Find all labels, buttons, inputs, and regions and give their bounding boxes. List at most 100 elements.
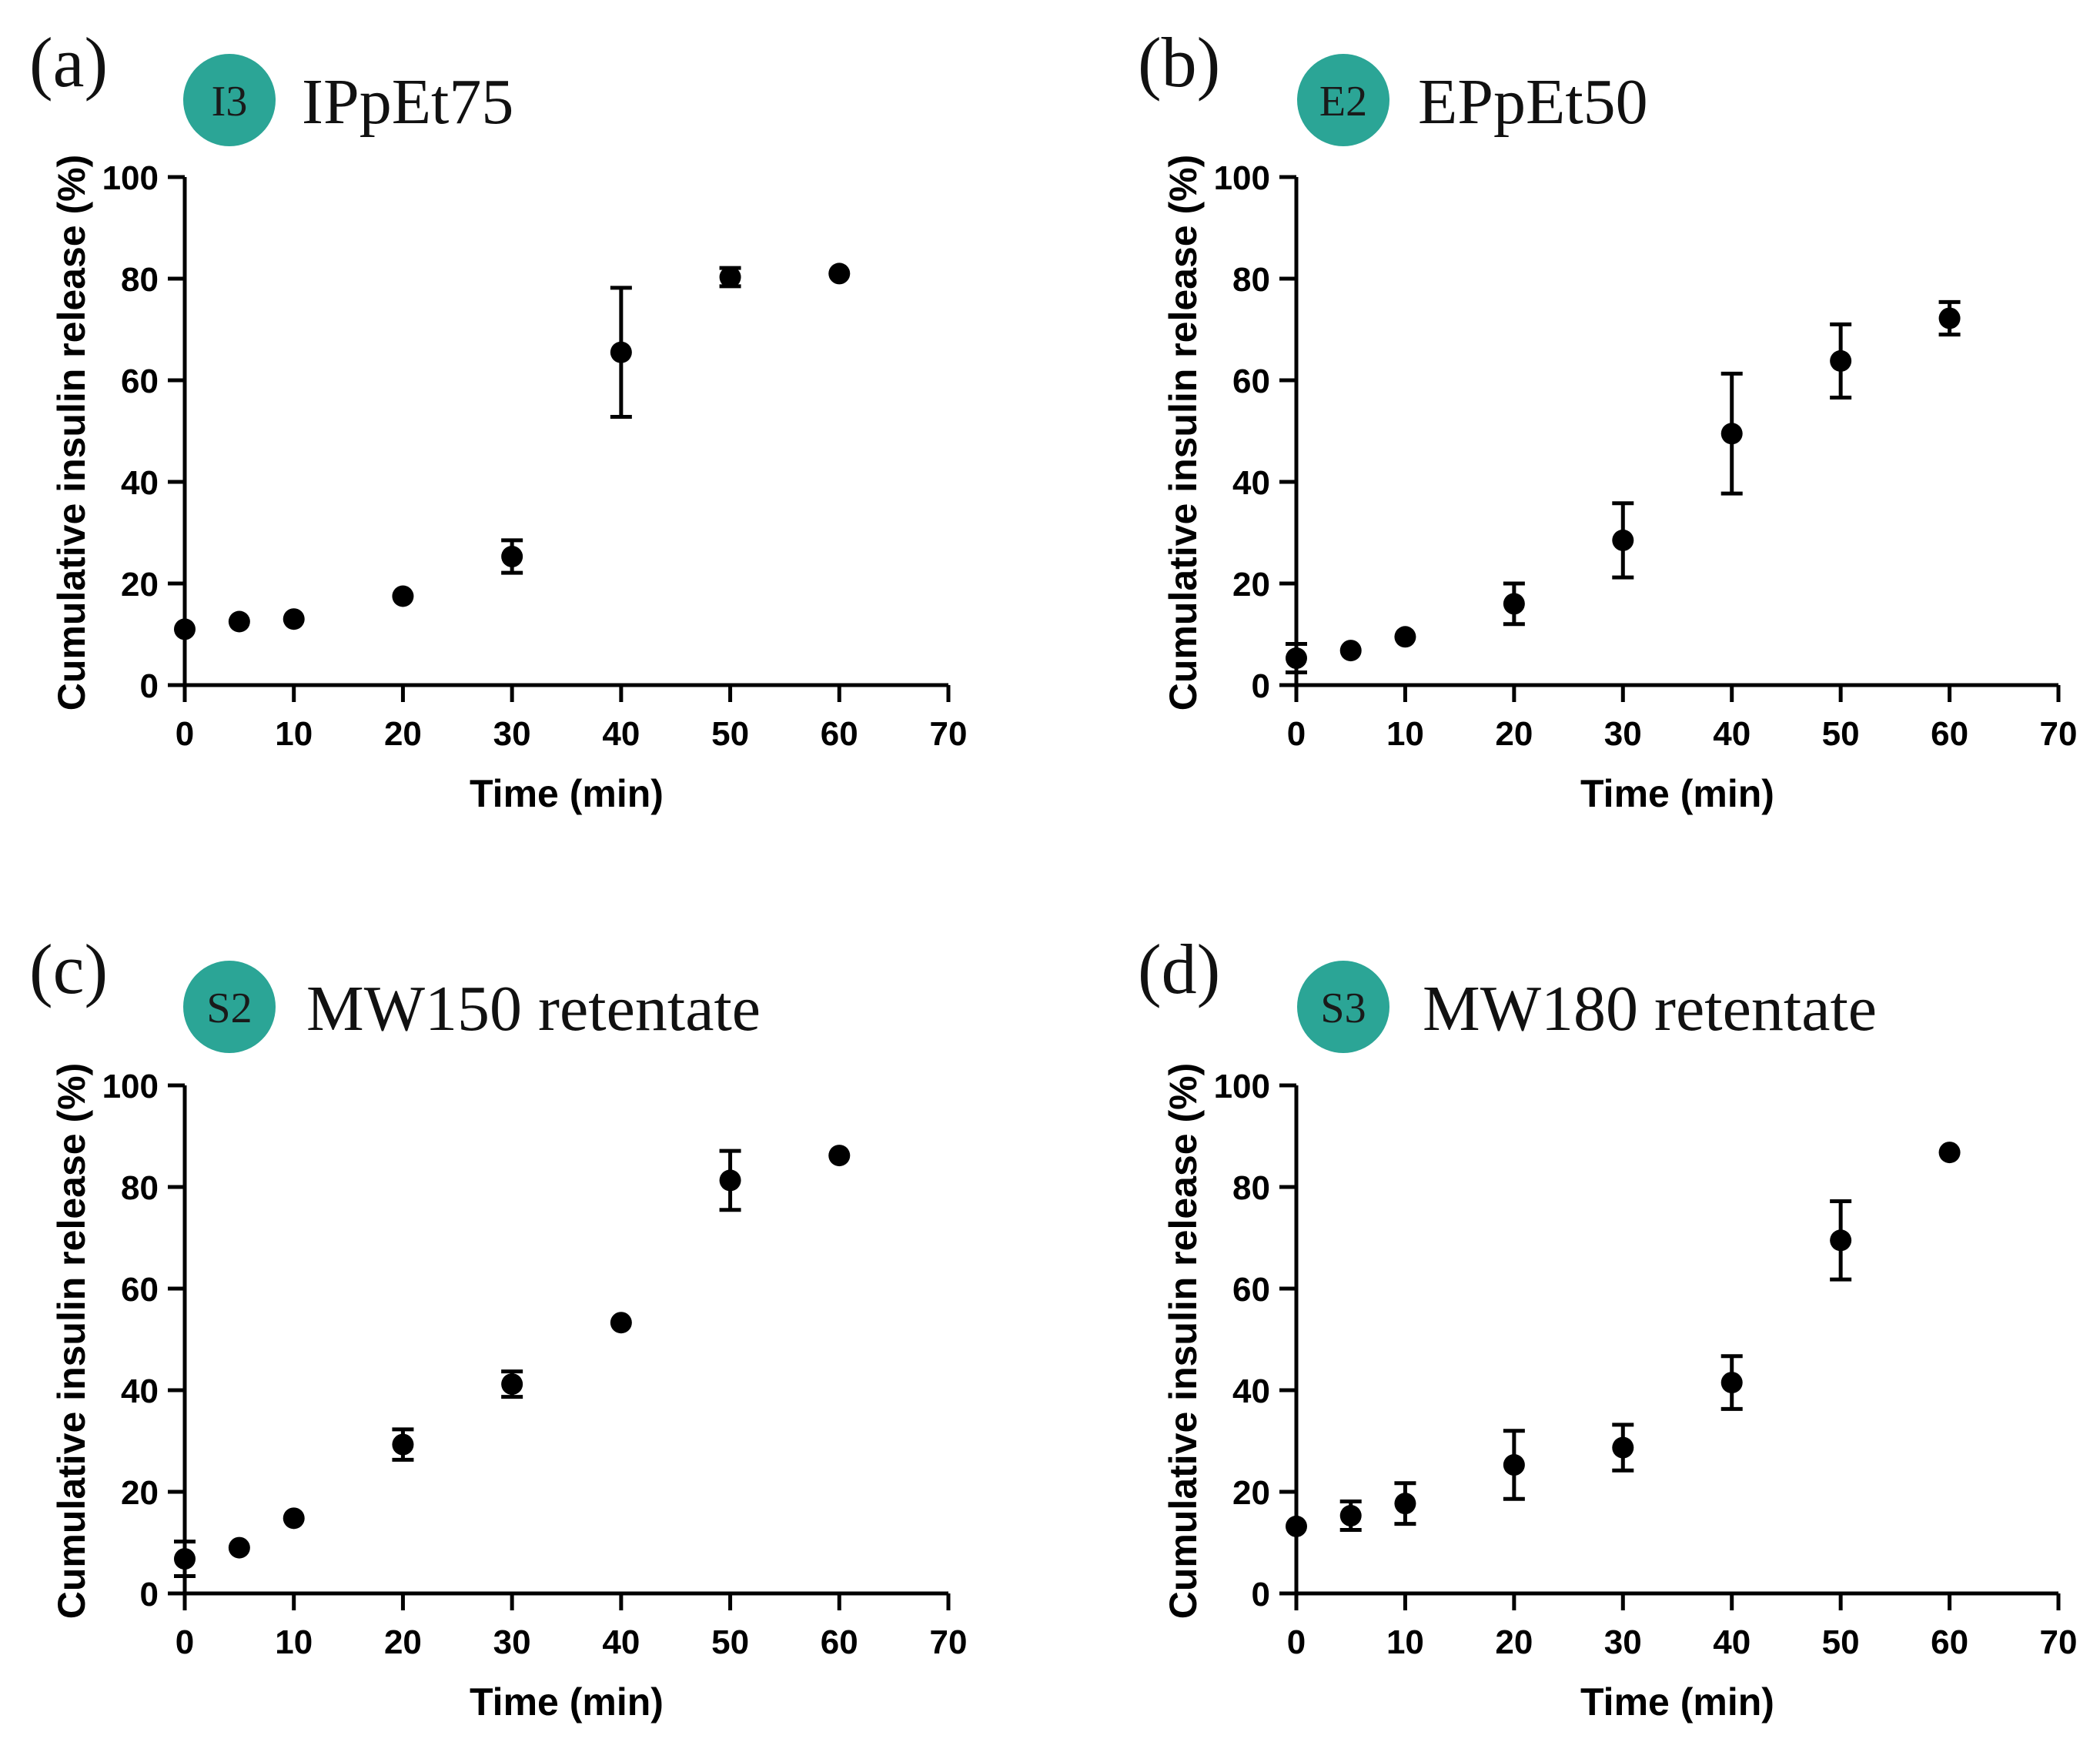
data-point <box>1503 593 1525 615</box>
x-tick-label: 60 <box>821 1623 858 1661</box>
data-point <box>719 1169 741 1192</box>
data-point <box>228 610 250 633</box>
y-tick-label: 80 <box>1232 1169 1270 1207</box>
x-tick-label: 0 <box>176 715 194 753</box>
data-point <box>1938 1142 1961 1164</box>
x-tick-label: 40 <box>1713 715 1751 753</box>
x-tick-label: 70 <box>2040 715 2078 753</box>
data-point <box>174 1548 196 1570</box>
y-tick-label: 20 <box>1232 566 1270 604</box>
x-tick-label: 20 <box>384 715 422 753</box>
y-axis-label: Cumulative insulin release (%) <box>50 1063 93 1619</box>
x-tick-label: 30 <box>493 1623 531 1661</box>
y-tick-label: 80 <box>121 1169 159 1207</box>
data-point <box>1286 1515 1307 1537</box>
y-tick-label: 0 <box>1252 1576 1270 1613</box>
data-point <box>501 1373 523 1396</box>
data-point <box>501 546 523 568</box>
y-tick-label: 40 <box>121 1373 159 1410</box>
panel-letter: (c) <box>29 930 108 1008</box>
data-point <box>1830 349 1852 372</box>
y-tick-label: 60 <box>121 363 159 400</box>
x-tick-label: 50 <box>1822 1623 1860 1661</box>
data-point <box>1394 1493 1416 1515</box>
x-tick-label: 20 <box>1495 715 1533 753</box>
x-axis-label: Time (min) <box>1580 772 1774 815</box>
data-point <box>1503 1454 1525 1476</box>
x-tick-label: 40 <box>602 1623 640 1661</box>
y-axis-label: Cumulative insulin release (%) <box>50 155 93 710</box>
panel-a: (a) I3 IPpEt75 Time (min) Cumulative ins… <box>29 23 967 815</box>
y-tick-label: 100 <box>102 159 159 197</box>
y-tick-label: 60 <box>1232 1271 1270 1309</box>
x-tick-label: 20 <box>384 1623 422 1661</box>
data-point <box>828 1145 851 1167</box>
data-point <box>1339 640 1362 662</box>
badge-circle <box>183 54 276 146</box>
panel-letter: (a) <box>29 23 108 102</box>
x-tick-label: 60 <box>821 715 858 753</box>
badge-label: S3 <box>1320 985 1366 1032</box>
data-point <box>392 585 414 607</box>
x-tick-label: 40 <box>602 715 640 753</box>
x-tick-label: 10 <box>1386 715 1424 753</box>
panel-d: (d) S3 MW180 retentate Time (min) Cumula… <box>1138 930 2077 1724</box>
y-tick-label: 80 <box>121 261 159 299</box>
badge-circle <box>1297 961 1389 1053</box>
data-point <box>392 1433 414 1456</box>
data-point <box>283 608 305 630</box>
x-tick-label: 30 <box>1604 1623 1642 1661</box>
data-point <box>174 618 196 640</box>
y-tick-label: 100 <box>1214 1068 1270 1105</box>
x-tick-label: 70 <box>930 715 968 753</box>
x-axis-label: Time (min) <box>470 1680 664 1724</box>
data-point <box>1720 1372 1743 1394</box>
y-tick-label: 20 <box>1232 1474 1270 1512</box>
x-tick-label: 60 <box>1931 1623 1968 1661</box>
x-tick-label: 0 <box>1287 1623 1306 1661</box>
x-tick-label: 10 <box>275 1623 313 1661</box>
y-tick-label: 60 <box>121 1271 159 1309</box>
panel-letter: (b) <box>1138 23 1220 102</box>
data-point <box>1339 1505 1362 1527</box>
y-tick-label: 20 <box>121 1474 159 1512</box>
panel-title: MW180 retentate <box>1423 973 1877 1045</box>
data-point <box>1612 1436 1634 1459</box>
x-tick-label: 70 <box>930 1623 968 1661</box>
panel-c: (c) S2 MW150 retentate Time (min) Cumula… <box>29 930 967 1724</box>
y-tick-label: 0 <box>140 1576 159 1613</box>
data-point <box>1938 307 1961 329</box>
data-point <box>828 262 851 285</box>
x-tick-label: 10 <box>1386 1623 1424 1661</box>
panel-letter: (d) <box>1138 930 1220 1008</box>
y-tick-label: 80 <box>1232 261 1270 299</box>
y-tick-label: 40 <box>1232 1373 1270 1410</box>
panel-title: MW150 retentate <box>306 973 761 1045</box>
data-point <box>1720 423 1743 445</box>
x-tick-label: 40 <box>1713 1623 1751 1661</box>
badge-circle <box>1297 54 1389 146</box>
x-tick-label: 30 <box>493 715 531 753</box>
x-tick-label: 70 <box>2040 1623 2078 1661</box>
y-tick-label: 0 <box>140 667 159 705</box>
data-point <box>283 1507 305 1530</box>
badge-circle <box>183 961 276 1053</box>
data-point <box>1830 1229 1852 1252</box>
y-tick-label: 100 <box>1214 159 1270 197</box>
y-tick-label: 20 <box>121 566 159 604</box>
x-tick-label: 50 <box>711 715 749 753</box>
data-point <box>719 266 741 289</box>
data-point <box>1286 647 1307 670</box>
y-axis-label: Cumulative insulin release (%) <box>1162 1063 1205 1619</box>
data-point <box>1612 529 1634 551</box>
badge-label: E2 <box>1319 78 1367 125</box>
x-tick-label: 50 <box>711 1623 749 1661</box>
panel-title: EPpEt50 <box>1418 66 1648 138</box>
y-tick-label: 40 <box>121 464 159 502</box>
panel-title: IPpEt75 <box>302 66 513 138</box>
data-point <box>1394 626 1416 648</box>
badge-label: I3 <box>212 78 248 125</box>
y-tick-label: 60 <box>1232 363 1270 400</box>
y-tick-label: 40 <box>1232 464 1270 502</box>
